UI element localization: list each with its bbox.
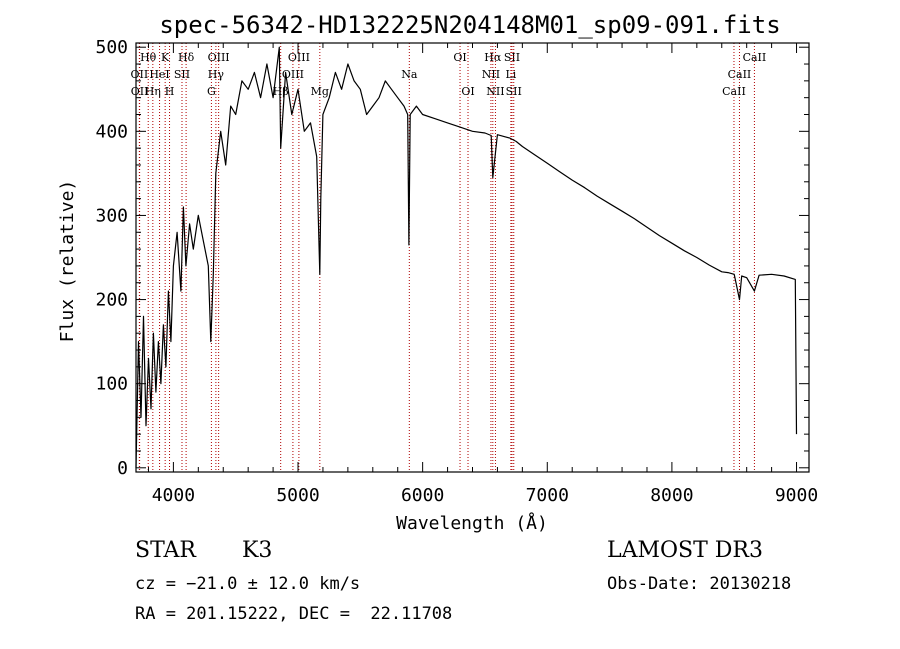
chart-title: spec-56342-HD132225N204148M01_sp09-091.f…: [159, 11, 780, 39]
spectral-line-label: Hη: [145, 85, 161, 98]
info-cz: cz = −21.0 ± 12.0 km/s: [135, 574, 361, 594]
spectral-line-label: Hα: [484, 51, 502, 64]
x-axis-label: Wavelength (Å): [396, 512, 548, 534]
spectral-line-label: SII: [506, 85, 522, 98]
y-tick-label: 300: [95, 205, 128, 226]
info-obsdate: Obs-Date: 20130218: [607, 574, 792, 594]
spectral-line-label: CaII: [722, 85, 746, 98]
spectral-line-label: OII: [131, 68, 149, 81]
info-radec: RA = 201.15222, DEC = 22.11708: [135, 604, 453, 624]
x-tick-label: 5000: [276, 485, 319, 506]
spectral-line-label: NII: [486, 85, 504, 98]
spectral-line-label: OII: [131, 85, 149, 98]
spectral-line-label: OIII: [208, 51, 230, 64]
y-tick-label: 200: [95, 290, 128, 311]
spectral-line-label: Mg: [311, 85, 329, 98]
spectral-line-label: H: [165, 85, 175, 98]
y-tick-label: 500: [95, 37, 128, 58]
x-tick-label: 8000: [650, 485, 693, 506]
spectrum-line: [135, 46, 798, 468]
spectral-line-label: Hδ: [178, 51, 195, 64]
y-axis-label: Flux (relative): [57, 180, 78, 343]
spectral-line-label: CaII: [728, 68, 752, 81]
info-subclass: K3: [242, 538, 273, 563]
info-survey: LAMOST DR3: [607, 538, 763, 563]
spectral-line-label: Hθ: [140, 51, 157, 64]
spectral-line-label: G: [207, 85, 216, 98]
spectral-line-label: OIII: [288, 51, 310, 64]
y-tick-label: 100: [95, 374, 128, 395]
x-tick-label: 7000: [526, 485, 569, 506]
spectral-line-label: Na: [401, 68, 418, 81]
spectral-line-label: Li: [505, 68, 516, 81]
spectral-line-label: K: [161, 51, 170, 64]
spectral-line-label: HeI: [149, 68, 169, 81]
spectral-line-label: Hγ: [208, 68, 225, 81]
spectral-line-label: NII: [482, 68, 500, 81]
y-tick-label: 0: [117, 458, 128, 479]
spectral-line-label: OI: [453, 51, 466, 64]
spectral-line-label: CaII: [743, 51, 767, 64]
x-tick-label: 9000: [775, 485, 818, 506]
info-class: STAR: [135, 538, 196, 563]
spectral-line-label: Hβ: [273, 85, 289, 98]
x-tick-label: 6000: [401, 485, 444, 506]
y-tick-label: 400: [95, 121, 128, 142]
x-tick-label: 4000: [152, 485, 195, 506]
spectral-line-label: OI: [461, 85, 474, 98]
spectral-line-label: OIII: [282, 68, 304, 81]
spectral-line-label: SII: [504, 51, 520, 64]
plot-area: Hθ OII OII K H HeI Hη SII Hδ OIII Hγ G OIII OIII Hβ Mg N…: [95, 37, 818, 506]
spectral-line-label: SII: [174, 68, 190, 81]
